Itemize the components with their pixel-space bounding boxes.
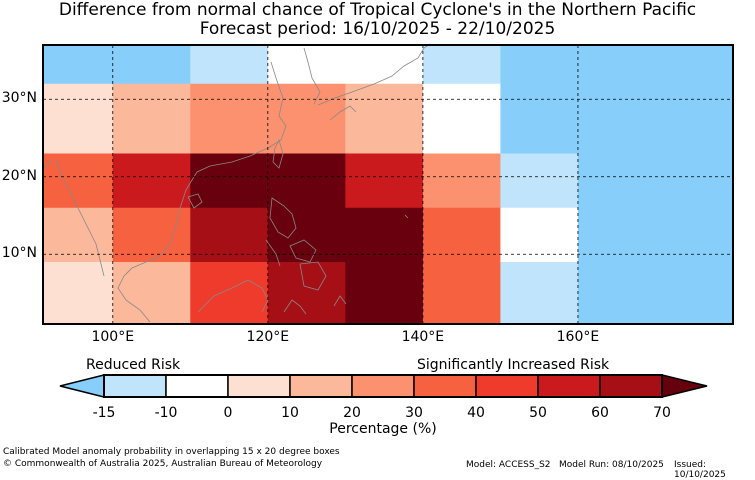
anomaly-cell-25 [43,262,114,325]
coast-taiwan [272,138,284,169]
coast-mindanao [299,261,327,291]
colorbar-tick-7: 50 [529,405,547,421]
colorbar-outline [103,374,663,398]
anomaly-cell-16 [500,153,579,209]
coast-indochina [123,189,187,277]
anomaly-cell-1 [190,45,269,85]
lat-tick-1: 20°N [1,167,37,184]
map-title-line2: Forecast period: 16/10/2025 - 22/10/2025 [199,19,556,39]
lon-tick-0: 100°E [91,329,135,345]
colorbar-over-arrow [661,374,708,398]
anomaly-cell-17 [577,153,734,209]
anomaly-cell-10 [500,83,734,154]
anomaly-cell-4 [500,45,734,85]
anomaly-cell-12 [112,153,191,209]
anomaly-cell-5 [43,83,114,154]
colorbar-bin-1 [165,374,229,398]
colorbar-tick-4: 20 [343,405,361,421]
anomaly-cell-20 [190,207,269,263]
map-title-line1: Difference from normal chance of Tropica… [58,0,697,20]
coast-myanmar [55,159,105,277]
colorbar-bin-7 [537,374,601,398]
footer-copyright: © Commonwealth of Australia 2025, Austra… [3,459,323,469]
colorbar-bin-5 [413,374,477,398]
anomaly-cell-31 [500,262,579,325]
anomaly-cell-29 [345,262,424,325]
lon-tick-1: 120°E [246,329,290,345]
lat-tick-2: 10°N [1,245,37,262]
colorbar-tick-3: 10 [281,405,299,421]
anomaly-cell-15 [422,153,501,209]
anomaly-cell-2 [267,45,424,85]
anomaly-cell-11 [43,153,114,209]
graticule [43,45,733,324]
footer-model-run: Model Run: 08/10/2025 [559,460,664,470]
coast-halmahera [333,295,347,307]
coast-japan [317,43,431,106]
coast-malay [117,275,151,323]
anomaly-cell-8 [345,83,424,154]
colorbar-tick-2: 0 [223,405,233,421]
map-frame [42,44,734,325]
reduced-risk-label: Reduced Risk [86,357,181,373]
colorbar-bin-4 [351,374,415,398]
coast-guam [404,214,409,219]
anomaly-cell-0 [43,45,191,85]
anomaly-cell-6 [112,83,191,154]
coast-hainan [187,193,203,209]
anomaly-cell-14 [345,153,424,209]
coast-palawan [265,239,281,267]
colorbar-tick-1: -10 [154,405,178,421]
lon-tick-2: 140°E [401,329,445,345]
colorbar-tick-9: 70 [653,405,671,421]
colorbar [59,374,708,398]
coast-visayas [289,239,317,263]
coast-luzon [269,197,297,239]
coast-korea [303,47,321,105]
colorbar-tick-0: -15 [92,405,116,421]
footer-issued: Issued: 10/10/2025 [674,460,726,480]
colorbar-bin-3 [289,374,353,398]
anomaly-cells [43,45,734,325]
colorbar-tick-8: 60 [591,405,609,421]
anomaly-cell-28 [267,262,346,325]
anomaly-cell-24 [577,207,734,263]
anomaly-cell-22 [422,207,501,263]
colorbar-bin-8 [599,374,663,398]
coast-sulawesi [283,299,307,315]
colorbar-xlabel: Percentage (%) [329,421,437,437]
colorbar-tick-6: 40 [467,405,485,421]
map-figure [42,43,734,398]
anomaly-cell-30 [422,262,501,325]
colorbar-bin-6 [475,374,539,398]
colorbar-tick-5: 30 [405,405,423,421]
footer-model: Model: ACCESS_S2 [466,460,551,470]
anomaly-cell-9 [422,83,501,154]
anomaly-cell-32 [577,262,734,325]
anomaly-cell-23 [500,207,579,263]
footer-description: Calibrated Model anomaly probability in … [3,447,340,457]
increased-risk-label: Significantly Increased Risk [417,357,610,373]
lon-tick-3: 160°E [556,329,600,345]
anomaly-cell-3 [422,45,501,85]
lat-tick-0: 30°N [1,90,37,107]
anomaly-cell-27 [190,262,269,325]
anomaly-cell-18 [43,207,114,263]
coastline [43,43,431,323]
anomaly-cell-26 [112,262,191,325]
anomaly-cell-13 [190,153,346,209]
colorbar-under-arrow [59,374,105,398]
colorbar-bin-2 [227,374,291,398]
coast-bay [43,159,53,169]
colorbar-bin-0 [103,374,167,398]
coast-kyushu [329,105,357,121]
